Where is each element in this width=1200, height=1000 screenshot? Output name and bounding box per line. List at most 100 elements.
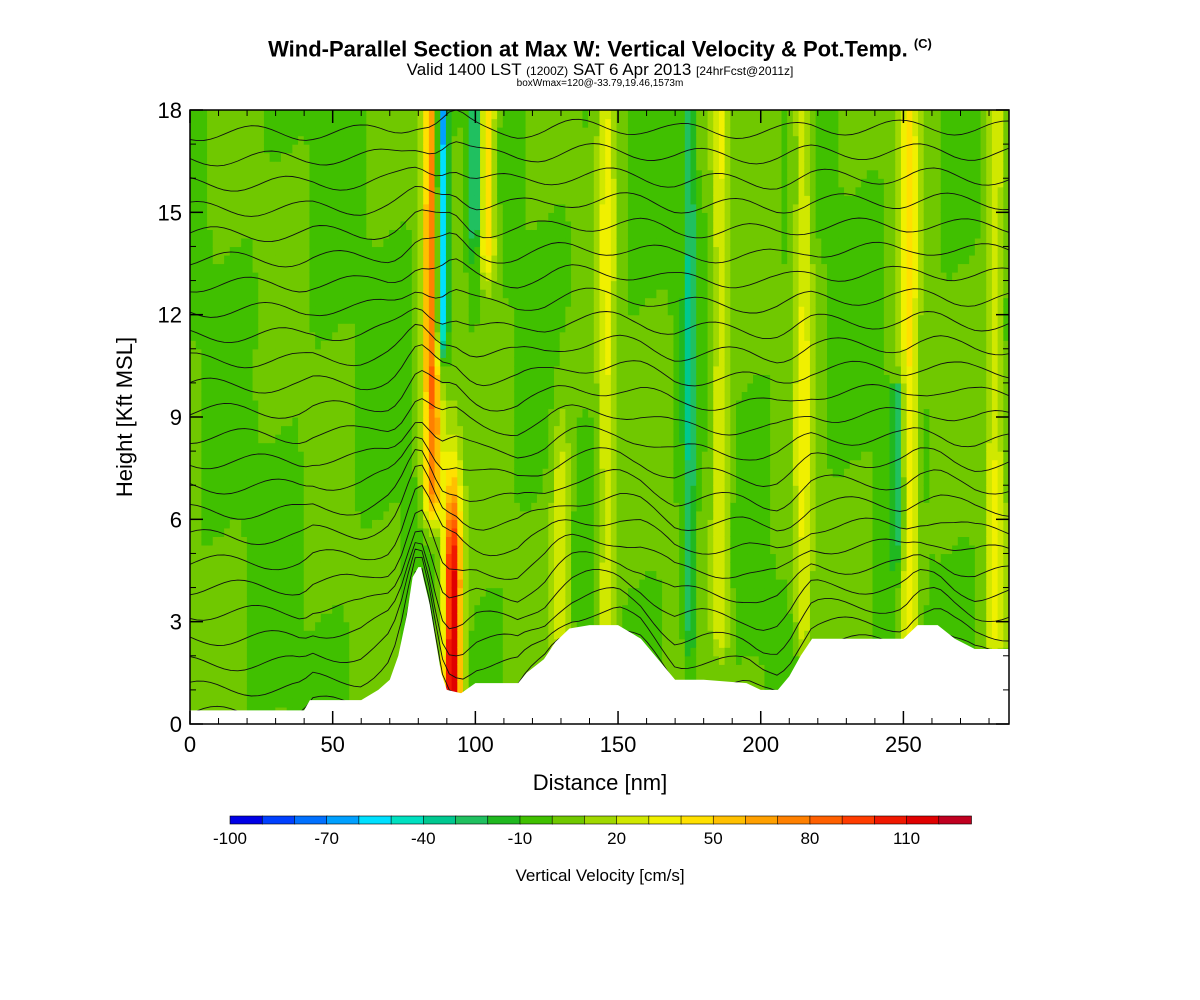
field-cell bbox=[525, 630, 532, 640]
field-cell bbox=[315, 451, 322, 461]
field-cell bbox=[554, 110, 561, 120]
field-cell bbox=[258, 536, 265, 546]
field-cell bbox=[406, 561, 413, 572]
field-cell bbox=[463, 604, 470, 614]
field-cell bbox=[252, 587, 259, 597]
field-cell bbox=[536, 596, 544, 606]
field-cell bbox=[491, 382, 498, 393]
field-cell bbox=[235, 212, 242, 222]
field-cell bbox=[383, 144, 390, 154]
field-cell bbox=[406, 118, 413, 128]
field-cell bbox=[463, 417, 470, 427]
field-cell bbox=[372, 220, 379, 230]
field-cell bbox=[434, 502, 441, 512]
field-cell bbox=[258, 579, 265, 589]
field-cell bbox=[229, 561, 237, 572]
field-cell bbox=[286, 357, 293, 367]
field-cell bbox=[337, 451, 345, 461]
field-cell bbox=[212, 263, 220, 273]
field-cell bbox=[349, 195, 356, 205]
field-cell bbox=[559, 289, 566, 299]
field-cell bbox=[389, 476, 396, 486]
field-cell bbox=[542, 382, 549, 393]
field-cell bbox=[372, 579, 379, 589]
field-cell bbox=[372, 553, 379, 563]
field-cell bbox=[309, 664, 316, 674]
field-cell bbox=[485, 638, 493, 648]
field-cell bbox=[565, 399, 572, 410]
field-cell bbox=[536, 434, 544, 444]
field-cell bbox=[263, 451, 271, 461]
field-cell bbox=[326, 451, 333, 461]
field-cell bbox=[554, 527, 561, 537]
field-cell bbox=[320, 408, 328, 418]
field-cell bbox=[571, 561, 578, 572]
field-cell bbox=[445, 178, 453, 188]
field-cell bbox=[502, 357, 510, 367]
field-cell bbox=[457, 203, 464, 213]
field-cell bbox=[269, 110, 276, 120]
field-cell bbox=[542, 144, 549, 154]
field-cell bbox=[389, 186, 396, 196]
field-cell bbox=[474, 254, 481, 265]
field-cell bbox=[428, 502, 436, 512]
field-cell bbox=[275, 596, 282, 606]
field-cell bbox=[224, 118, 231, 128]
field-cell bbox=[201, 203, 208, 213]
field-cell bbox=[548, 510, 555, 520]
field-cell bbox=[246, 152, 254, 162]
field-cell bbox=[406, 212, 413, 222]
field-cell bbox=[406, 263, 413, 273]
field-cell bbox=[502, 323, 510, 333]
field-cell bbox=[440, 314, 447, 324]
field-cell bbox=[536, 289, 544, 299]
field-cell bbox=[542, 468, 549, 478]
field-cell bbox=[514, 553, 521, 563]
field-cell bbox=[218, 169, 225, 179]
field-cell bbox=[468, 468, 475, 478]
field-cell bbox=[559, 144, 566, 154]
field-cell bbox=[337, 178, 345, 188]
field-cell bbox=[366, 425, 373, 435]
field-cell bbox=[309, 459, 316, 469]
field-cell bbox=[258, 613, 265, 623]
field-cell bbox=[207, 476, 214, 486]
field-cell bbox=[201, 596, 208, 606]
field-cell bbox=[468, 519, 475, 529]
field-cell bbox=[224, 647, 231, 657]
field-cell bbox=[360, 263, 367, 273]
field-cell bbox=[417, 544, 424, 555]
field-cell bbox=[201, 459, 208, 469]
field-cell bbox=[525, 391, 532, 401]
field-cell bbox=[445, 604, 453, 614]
field-cell bbox=[451, 399, 458, 410]
field-cell bbox=[457, 425, 464, 435]
field-cell bbox=[360, 596, 367, 606]
field-cell bbox=[400, 152, 407, 162]
field-cell bbox=[190, 382, 197, 393]
field-cell bbox=[428, 212, 436, 222]
field-cell bbox=[281, 331, 288, 341]
field-cell bbox=[497, 152, 504, 162]
field-cell bbox=[263, 485, 271, 495]
field-cell bbox=[445, 425, 453, 435]
field-cell bbox=[201, 280, 208, 290]
field-cell bbox=[571, 144, 578, 154]
field-cell bbox=[252, 161, 259, 171]
field-cell bbox=[508, 382, 515, 393]
field-cell bbox=[400, 527, 407, 537]
field-cell bbox=[497, 408, 504, 418]
field-cell bbox=[468, 553, 475, 563]
field-cell bbox=[366, 229, 373, 239]
field-cell bbox=[298, 672, 305, 682]
field-cell bbox=[389, 195, 396, 205]
field-cell bbox=[531, 365, 538, 375]
field-cell bbox=[531, 613, 538, 623]
field-cell bbox=[372, 596, 379, 606]
field-cell bbox=[246, 135, 254, 145]
field-cell bbox=[428, 220, 436, 230]
field-cell bbox=[337, 485, 345, 495]
field-cell bbox=[406, 110, 413, 120]
field-cell bbox=[190, 527, 197, 537]
field-cell bbox=[292, 519, 299, 529]
